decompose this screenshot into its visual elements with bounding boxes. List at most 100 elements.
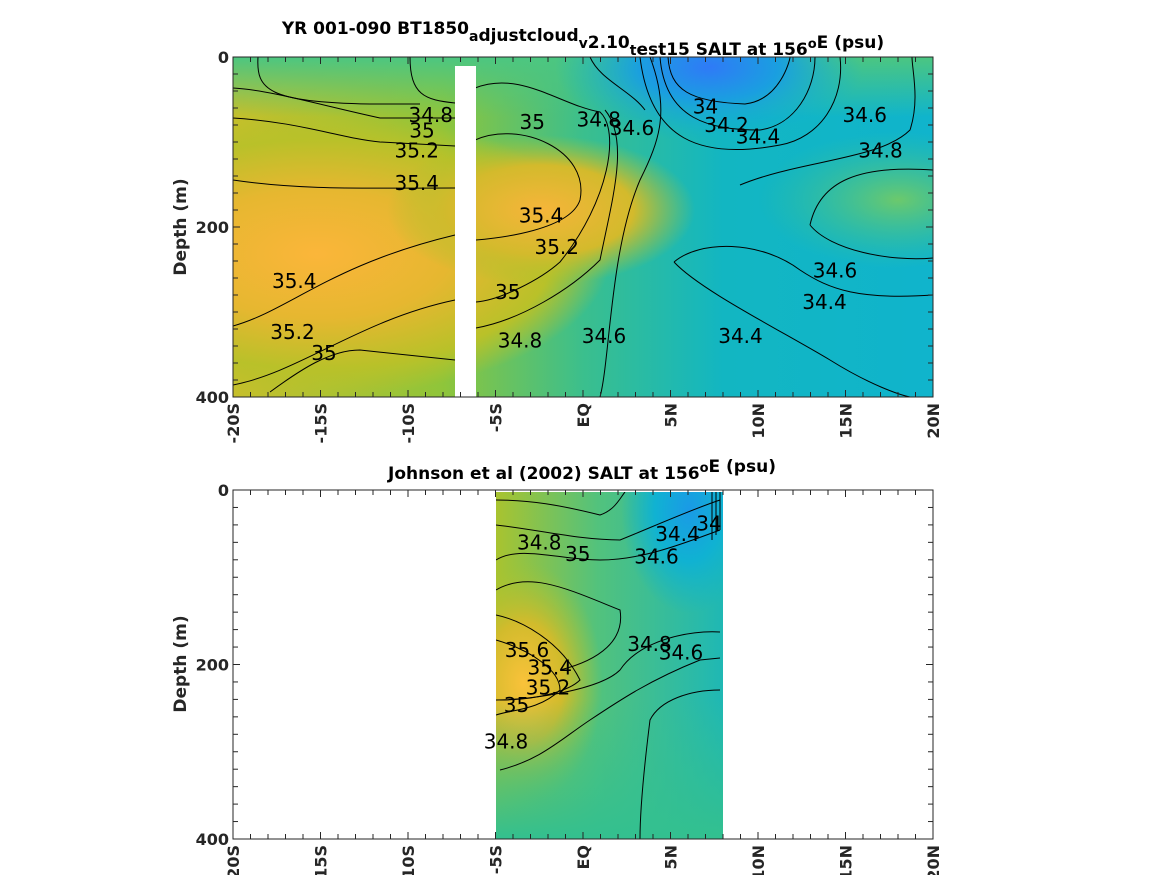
x-tick-label: EQ (574, 403, 593, 428)
contour-line (711, 492, 721, 540)
y-tick-label: 400 (196, 388, 229, 407)
top-contour-lines (233, 57, 933, 397)
contour-line (496, 631, 721, 701)
contour-label: 35.2 (534, 235, 579, 259)
top-panel: YR 001-090 BT1850adjustcloudv2.10test15 … (171, 19, 943, 443)
contour-label: 34.8 (627, 632, 672, 656)
contour-label: 35.4 (272, 269, 317, 293)
contour-label: 35 (520, 110, 545, 134)
contour-line (739, 57, 916, 186)
top-axis-ticks: -20S -15S -10S -5S EQ 5N 10N 15N 20N 0 200 400 (196, 48, 943, 443)
bottom-chart-title: Johnson et al (2002) SALT at 156oE (psu) (387, 457, 776, 484)
contour-label: 35 (409, 118, 434, 142)
x-tick-label: -15S (312, 403, 331, 443)
contour-line (233, 299, 456, 386)
top-color-field (233, 57, 933, 397)
contour-label: 34.6 (610, 116, 655, 140)
contour-label: 34.6 (634, 545, 679, 569)
contour-label: 34.4 (655, 522, 700, 546)
contour-label: 35 (504, 693, 529, 717)
contour-label: 35.2 (394, 139, 439, 163)
contour-label: 35.4 (527, 655, 572, 679)
contour-label: 34.8 (517, 531, 562, 555)
top-y-axis-label: Depth (m) (171, 178, 191, 275)
contour-line (673, 245, 933, 297)
x-tick-label: 10N (749, 845, 768, 875)
contour-line (474, 82, 611, 303)
y-tick-label: 0 (218, 48, 229, 67)
contour-label: 35 (565, 542, 590, 566)
contour-label: 34.8 (498, 328, 543, 352)
contour-label: 34.4 (736, 124, 781, 148)
contour-line (233, 179, 456, 189)
bottom-y-axis-label: Depth (m) (171, 615, 191, 712)
bottom-contour-labels: 34.8 3534.434.63435.635.435.23534.834.634… (484, 511, 722, 753)
contour-line (496, 581, 622, 671)
contour-line (409, 57, 456, 104)
contour-line (233, 87, 455, 119)
contour-label: 34.6 (659, 641, 704, 665)
contour-line (496, 529, 721, 561)
contour-label: 34.6 (842, 103, 887, 127)
x-tick-label: 15N (837, 845, 856, 875)
x-tick-label: -15S (312, 845, 331, 875)
contour-label: 34.8 (408, 103, 453, 127)
contour-label: 34.8 (858, 139, 903, 163)
contour-label: 34.8 (484, 730, 529, 754)
contour-line (809, 168, 933, 260)
contour-line (659, 57, 816, 131)
contour-label: 34.4 (718, 324, 763, 348)
y-tick-label: 0 (218, 481, 229, 500)
x-tick-label: -20S (224, 845, 243, 875)
contour-label: 35 (495, 280, 520, 304)
y-tick-label: 200 (196, 218, 229, 237)
contour-line (233, 234, 456, 327)
y-tick-label: 400 (196, 830, 229, 849)
contour-label: 34.2 (704, 113, 749, 137)
bottom-panel: Johnson et al (2002) SALT at 156oE (psu)… (171, 457, 943, 875)
contour-line (496, 639, 561, 716)
contour-label: 35.6 (505, 638, 550, 662)
x-tick-label: -10S (399, 845, 418, 875)
contour-label: 34.8 (576, 107, 621, 131)
x-tick-label: 20N (924, 845, 943, 875)
contour-line (639, 57, 842, 151)
x-tick-label: -5S (487, 845, 506, 874)
x-tick-label: EQ (574, 845, 593, 870)
contour-line (257, 57, 420, 105)
contour-label: 34 (696, 511, 721, 535)
missing-data-band (455, 66, 476, 397)
bottom-axis-ticks: -20S -15S -10S -5S EQ 5N 10N 15N 20N 0 200 400 (196, 481, 943, 875)
contour-line (499, 657, 721, 771)
x-tick-label: 5N (662, 403, 681, 428)
contour-label: 34 (693, 95, 718, 119)
bottom-color-field (496, 492, 723, 839)
top-chart-title: YR 001-090 BT1850adjustcloudv2.10test15 … (281, 19, 884, 60)
contour-label: 35.4 (394, 171, 439, 195)
contour-line (589, 57, 646, 111)
x-tick-label: 20N (924, 403, 943, 439)
contour-line (639, 689, 721, 839)
contour-line (667, 57, 791, 105)
contour-label: 35.4 (519, 203, 564, 227)
contour-label: 34.4 (802, 290, 847, 314)
contour-label: 35 (311, 341, 336, 365)
x-tick-label: -5S (487, 403, 506, 432)
bottom-contour-lines (496, 492, 721, 839)
contour-label: 34.6 (582, 324, 627, 348)
x-tick-label: -10S (399, 403, 418, 443)
contour-line (599, 57, 662, 397)
contour-label: 34.6 (813, 259, 858, 283)
x-tick-label: 10N (749, 403, 768, 439)
contour-label: 35.2 (270, 320, 315, 344)
contour-label: 35.2 (526, 675, 571, 699)
contour-line (496, 492, 626, 516)
y-tick-label: 200 (196, 656, 229, 675)
contour-line (233, 117, 456, 147)
x-tick-label: -20S (224, 403, 243, 443)
contour-line (474, 133, 582, 241)
contour-line (673, 261, 911, 397)
contour-line (269, 349, 456, 393)
